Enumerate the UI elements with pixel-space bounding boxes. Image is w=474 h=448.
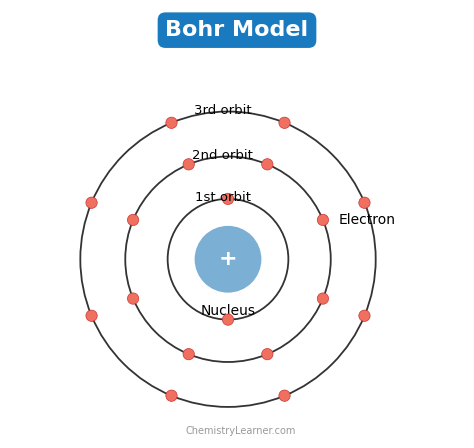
Circle shape bbox=[359, 310, 370, 321]
Circle shape bbox=[86, 310, 97, 321]
Text: Nucleus: Nucleus bbox=[201, 304, 255, 318]
Text: Electron: Electron bbox=[339, 213, 396, 227]
Text: ChemistryLearner.com: ChemistryLearner.com bbox=[186, 426, 296, 436]
Circle shape bbox=[128, 214, 139, 226]
Text: 1st orbit: 1st orbit bbox=[195, 191, 251, 204]
Circle shape bbox=[317, 293, 328, 304]
Circle shape bbox=[183, 349, 194, 360]
Circle shape bbox=[128, 293, 139, 304]
Circle shape bbox=[279, 117, 290, 129]
Text: +: + bbox=[219, 249, 237, 269]
Circle shape bbox=[279, 390, 290, 401]
Circle shape bbox=[222, 193, 234, 205]
Circle shape bbox=[262, 349, 273, 360]
Circle shape bbox=[195, 226, 261, 293]
Circle shape bbox=[222, 314, 234, 325]
Circle shape bbox=[317, 214, 328, 226]
Circle shape bbox=[183, 159, 194, 170]
Circle shape bbox=[166, 390, 177, 401]
Circle shape bbox=[166, 117, 177, 129]
Text: 3rd orbit: 3rd orbit bbox=[194, 103, 252, 116]
Circle shape bbox=[86, 197, 97, 208]
Text: Bohr Model: Bohr Model bbox=[165, 20, 309, 40]
Circle shape bbox=[359, 197, 370, 208]
Circle shape bbox=[262, 159, 273, 170]
Text: 2nd orbit: 2nd orbit bbox=[192, 149, 253, 162]
